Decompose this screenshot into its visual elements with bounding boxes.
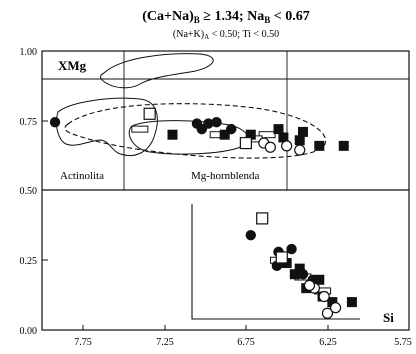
ylabel-xmg: XMg	[58, 58, 87, 73]
chart-title: (Ca+Na)B ≥ 1.34; NaB < 0.67	[142, 9, 310, 25]
lower-filled-square-point	[314, 274, 325, 285]
x-tick-label: 6.25	[319, 337, 337, 348]
upper-rectangle-point	[131, 125, 149, 133]
x-axis: 7.75 7.25 6.75 6.25 5.75	[74, 325, 412, 348]
y-axis: 1.00 0.75 0.50 0.25 0.00	[20, 47, 48, 337]
lower-filled-circle-point	[286, 243, 297, 255]
upper-open-circle-point	[281, 140, 293, 152]
x-tick-label: 7.75	[74, 337, 92, 348]
upper-filled-square-point	[245, 129, 256, 140]
upper-filled-circle-point	[196, 123, 208, 135]
lower-open-circle-point	[330, 302, 342, 314]
upper-filled-square-point	[338, 140, 349, 151]
upper-filled-square-point	[167, 129, 178, 140]
upper-filled-square-point	[314, 140, 325, 151]
x-tick-label: 5.75	[394, 337, 412, 348]
lower-open-circle-point	[303, 279, 316, 291]
lower-filled-square-point	[289, 269, 300, 280]
y-tick-label: 0.50	[20, 186, 38, 197]
x-tick-label: 6.75	[237, 337, 255, 348]
upper-open-square-point	[239, 136, 252, 150]
upper-filled-square-point	[297, 126, 308, 137]
upper-envelope-left	[55, 97, 158, 157]
lower-filled-circle-point	[245, 229, 256, 241]
upper-open-circle-point	[264, 141, 276, 153]
upper-filled-circle-point	[211, 116, 222, 128]
upper-envelope-center	[128, 120, 249, 155]
lower-filled-square-point	[327, 297, 338, 308]
upper-filled-square-point	[273, 124, 284, 135]
lower-filled-circle-point	[297, 269, 309, 280]
y-tick-label: 0.75	[20, 117, 38, 128]
lower-open-circle-point	[318, 290, 330, 303]
lower-open-square-point	[275, 251, 288, 264]
upper-filled-square-point	[294, 135, 305, 146]
upper-filled-circle-point	[226, 123, 237, 135]
xlabel-si: Si	[383, 310, 394, 325]
upper-open-square-point	[143, 107, 156, 120]
data-points	[49, 107, 357, 319]
upper-rectangle-point	[258, 131, 276, 139]
upper-filled-circle-point	[49, 116, 61, 128]
y-tick-label: 1.00	[20, 47, 38, 58]
lower-open-circle-point	[321, 307, 334, 319]
region-label-actinolita: Actinolita	[60, 170, 104, 182]
y-tick-label: 0.00	[20, 326, 38, 337]
lower-filled-square-point	[294, 263, 305, 274]
y-tick-label: 0.25	[20, 256, 38, 267]
upper-filled-square-point	[278, 132, 289, 143]
upper-open-circle-point	[294, 144, 306, 156]
upper-filled-square-point	[219, 129, 230, 140]
upper-envelope-dashed	[64, 103, 327, 159]
chart-subtitle: (Na+K)A < 0.50; Ti < 0.50	[173, 29, 279, 41]
region-label-mg-hornblenda: Mg-hornblenda	[191, 170, 260, 182]
x-tick-label: 7.25	[156, 337, 174, 348]
lower-filled-square-point	[346, 297, 357, 308]
lower-inset-frame	[191, 204, 360, 320]
lower-open-square-point	[256, 212, 269, 225]
upper-envelope-top	[100, 53, 214, 89]
